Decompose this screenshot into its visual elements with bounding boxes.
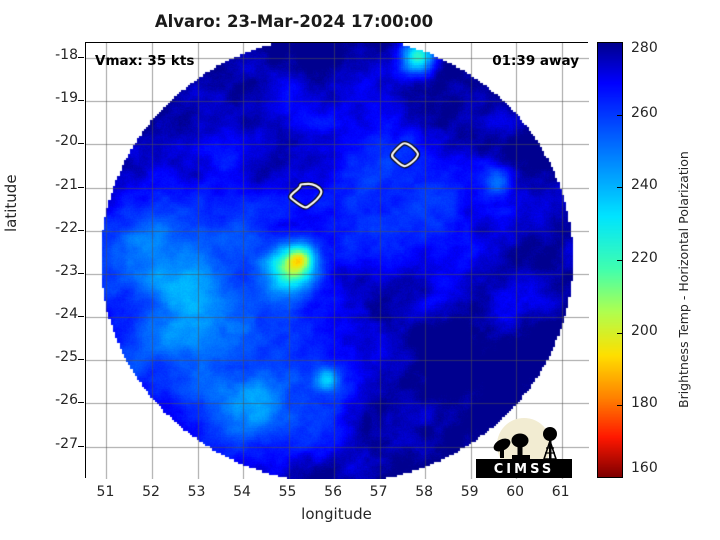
latitude-tick: -23 bbox=[55, 262, 78, 279]
latitude-tick: -20 bbox=[55, 133, 78, 150]
colorbar-label: Brightness Temp - Horizontal Polarizatio… bbox=[676, 151, 691, 408]
colorbar-tick-mark bbox=[617, 187, 622, 189]
x-axis-label: longitude bbox=[301, 505, 372, 523]
page-title: Alvaro: 23-Mar-2024 17:00:00 bbox=[154, 12, 434, 31]
logo-band bbox=[476, 459, 572, 478]
longitude-tick: 54 bbox=[233, 484, 251, 500]
latitude-tick-mark bbox=[78, 100, 84, 102]
latitude-tick-mark bbox=[78, 143, 84, 145]
colorbar-tick-mark bbox=[617, 405, 622, 407]
colorbar-tick: 200 bbox=[631, 322, 658, 339]
colorbar-tick: 260 bbox=[631, 104, 658, 121]
latitude-tick: -18 bbox=[55, 47, 78, 64]
longitude-tick: 56 bbox=[324, 484, 342, 500]
colorbar-tick: 220 bbox=[631, 250, 658, 266]
latitude-tick: -26 bbox=[55, 392, 78, 409]
longitude-tick: 58 bbox=[415, 484, 434, 500]
longitude-tick: 61 bbox=[551, 484, 570, 500]
longitude-tick: 57 bbox=[369, 484, 388, 500]
latitude-tick-labels: -18 -19 -20 -21 -22 -23 -24 -25 -26 -27 bbox=[20, 42, 84, 478]
latitude-tick: -22 bbox=[55, 219, 78, 236]
logo-text: CIMSS bbox=[494, 462, 554, 477]
cimss-logo: CIMSS bbox=[476, 418, 572, 478]
colorbar-tick: 180 bbox=[631, 395, 658, 412]
colorbar-tick-mark bbox=[617, 332, 622, 334]
latitude-tick: -27 bbox=[55, 435, 78, 452]
colorbar-tick-labels: 160 180 200 220 240 260 280 bbox=[597, 40, 687, 478]
longitude-tick: 53 bbox=[187, 484, 206, 500]
colorbar-tick: 240 bbox=[631, 177, 658, 194]
latitude-tick-mark bbox=[78, 229, 84, 231]
latitude-tick-mark bbox=[78, 57, 84, 59]
latitude-tick: -21 bbox=[55, 176, 78, 193]
logo-silhouette bbox=[493, 427, 558, 461]
latitude-tick-mark bbox=[78, 402, 84, 404]
longitude-tick-labels: 51 52 53 54 55 56 57 58 59 60 61 bbox=[85, 480, 588, 504]
latitude-tick-mark bbox=[78, 272, 84, 274]
latitude-tick-mark bbox=[78, 445, 84, 447]
latitude-tick-mark bbox=[78, 316, 84, 318]
longitude-tick: 55 bbox=[278, 484, 297, 500]
colorbar-tick-mark bbox=[617, 114, 622, 116]
latitude-tick: -24 bbox=[55, 306, 78, 323]
colorbar-tick-mark bbox=[617, 260, 622, 261]
longitude-tick: 51 bbox=[96, 484, 115, 500]
warm-cell-contours bbox=[86, 43, 589, 479]
colorbar-tick: 160 bbox=[631, 460, 658, 476]
y-axis-label: latitude bbox=[2, 174, 20, 232]
latitude-tick: -25 bbox=[55, 349, 78, 366]
time-away-annotation: 01:39 away bbox=[492, 53, 579, 69]
longitude-tick: 52 bbox=[142, 484, 160, 500]
longitude-tick: 59 bbox=[460, 484, 479, 500]
latitude-tick: -19 bbox=[55, 90, 78, 107]
colorbar-tick: 280 bbox=[631, 40, 658, 56]
plot-area bbox=[85, 42, 589, 479]
latitude-tick-mark bbox=[78, 186, 84, 188]
vmax-annotation: Vmax: 35 kts bbox=[95, 53, 195, 69]
latitude-tick-mark bbox=[78, 359, 84, 361]
longitude-tick: 60 bbox=[506, 484, 525, 500]
